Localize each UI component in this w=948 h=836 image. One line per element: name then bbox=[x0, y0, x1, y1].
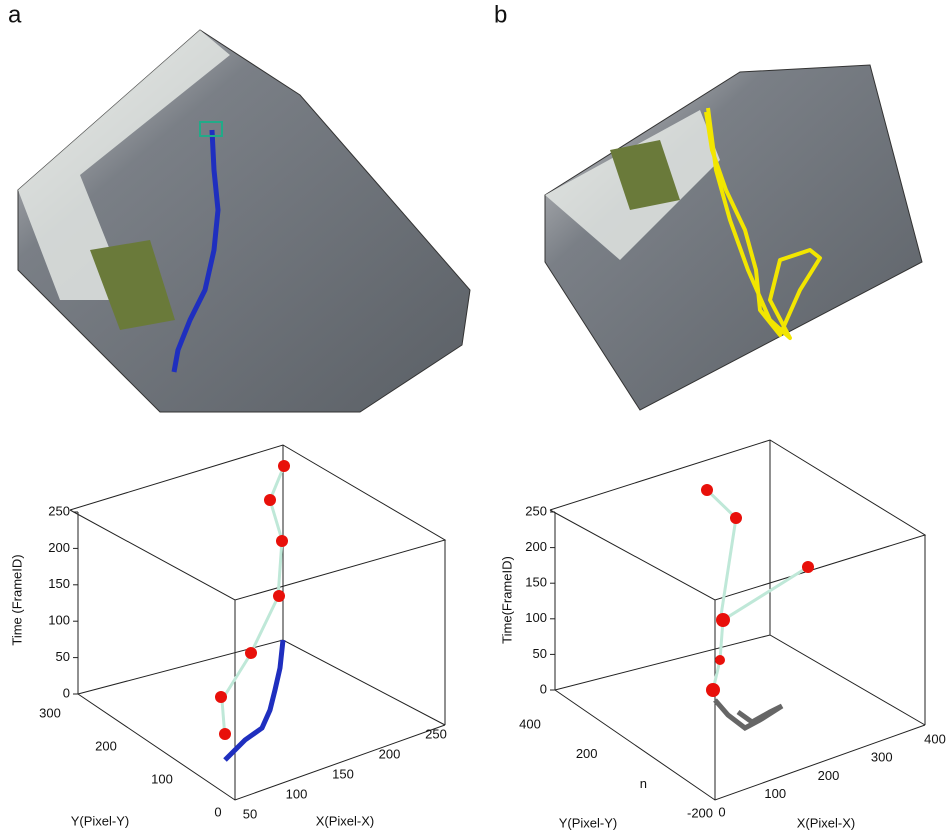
panel-label: a bbox=[8, 1, 22, 28]
z-axis-title: Time (FrameID) bbox=[9, 554, 24, 645]
photo-a bbox=[18, 30, 470, 412]
z-axis-title: Time(FrameID) bbox=[499, 556, 514, 644]
x-tick-label: 200 bbox=[379, 746, 401, 761]
x-tick-label: 100 bbox=[764, 786, 786, 801]
z-tick-label: 150 bbox=[525, 575, 547, 590]
x-tick-label: 50 bbox=[243, 806, 257, 821]
y-axis-title: Y(Pixel-Y) bbox=[559, 815, 618, 830]
x-tick-label: 100 bbox=[286, 786, 308, 801]
z-tick-label: 150 bbox=[48, 576, 70, 591]
y-axis-title: Y(Pixel-Y) bbox=[71, 813, 130, 828]
plot-b-box bbox=[550, 440, 925, 800]
photo-b bbox=[545, 65, 922, 410]
z-tick-label: 0 bbox=[540, 681, 547, 696]
z-tick-label: 100 bbox=[48, 613, 70, 628]
y-tick-label: 400 bbox=[519, 716, 541, 731]
y-tick-label: 200 bbox=[95, 738, 117, 753]
z-tick-label: 250 bbox=[48, 503, 70, 518]
figure: a b bbox=[0, 0, 948, 836]
z-tick-label: 250 bbox=[525, 503, 547, 518]
y-tick-label: -200 bbox=[687, 805, 713, 820]
y-tick-label: 200 bbox=[576, 746, 598, 761]
x-axis-title: X(Pixel-X) bbox=[797, 815, 856, 830]
z-tick-label: 200 bbox=[48, 540, 70, 555]
panel-label: b bbox=[494, 1, 507, 28]
z-tick-label: 100 bbox=[525, 610, 547, 625]
x-axis-title: X(Pixel-X) bbox=[316, 813, 375, 828]
x-tick-label: 300 bbox=[871, 750, 893, 765]
z-tick-label: 50 bbox=[56, 649, 70, 664]
x-tick-label: 200 bbox=[818, 768, 840, 783]
y-tick-label: 100 bbox=[151, 771, 173, 786]
x-tick-label: 250 bbox=[425, 726, 447, 741]
z-tick-label: 200 bbox=[525, 539, 547, 554]
y-tick-label: n bbox=[640, 776, 647, 791]
x-tick-label: 400 bbox=[924, 731, 946, 746]
x-tick-label: 150 bbox=[332, 766, 354, 781]
z-tick-label: 50 bbox=[533, 646, 547, 661]
y-tick-label: 0 bbox=[214, 804, 221, 819]
z-tick-label: 0 bbox=[63, 685, 70, 700]
y-tick-label: 300 bbox=[39, 705, 61, 720]
x-tick-label: 0 bbox=[718, 804, 725, 819]
